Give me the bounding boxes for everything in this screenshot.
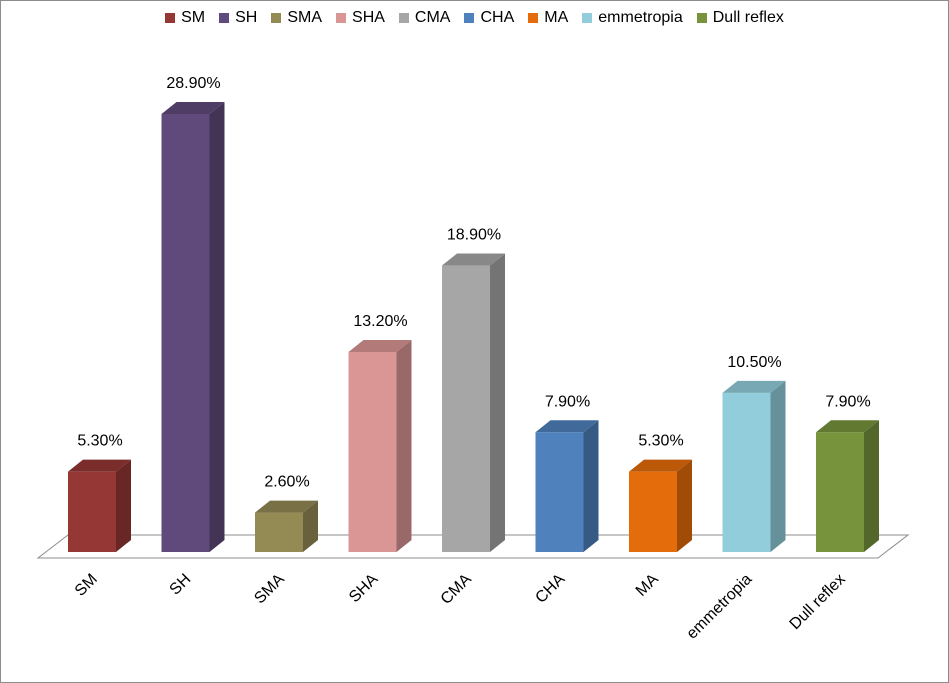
x-tick-label: SH — [167, 571, 195, 599]
x-tick-label: MA — [633, 571, 662, 600]
data-label: 7.90% — [545, 393, 590, 410]
legend-swatch — [696, 13, 707, 23]
bar-top — [816, 420, 879, 433]
bar-top — [442, 253, 505, 266]
data-label: 7.90% — [825, 393, 870, 410]
bar-side — [864, 420, 879, 552]
data-label: 28.90% — [166, 75, 220, 92]
bar-side — [770, 380, 786, 552]
legend-swatch — [219, 13, 230, 23]
bar-emmetropia — [722, 380, 786, 552]
bar-top — [535, 420, 599, 433]
data-label: 5.30% — [77, 433, 122, 450]
bar-sh — [161, 102, 225, 552]
legend-item-sma: SMA — [271, 9, 322, 27]
x-tick-label: CHA — [532, 571, 568, 607]
legend-item-cha: CHA — [464, 9, 514, 27]
legend-item-dull-reflex: Dull reflex — [696, 9, 784, 27]
data-label: 13.20% — [353, 313, 407, 330]
bar-front — [629, 471, 677, 552]
bar-dull-reflex — [816, 420, 879, 552]
legend-item-sha: SHA — [336, 9, 385, 27]
bar-front — [442, 265, 490, 552]
bar-side — [209, 102, 225, 552]
bar-cma — [442, 253, 505, 552]
legend-label: SHA — [352, 9, 385, 26]
bar-front — [816, 432, 864, 552]
legend-swatch — [398, 13, 409, 23]
bar-top — [68, 459, 131, 472]
bar-top — [161, 102, 225, 114]
bar-side — [583, 420, 599, 552]
bar-side — [677, 459, 692, 552]
x-tick-label: SHA — [346, 571, 382, 607]
bar-front — [255, 512, 303, 552]
legend-label: Dull reflex — [712, 9, 784, 26]
data-label: 10.50% — [727, 354, 781, 371]
data-label: 18.90% — [447, 227, 501, 244]
bar-sm — [68, 459, 131, 552]
legend-swatch — [464, 13, 475, 23]
legend-label: SMA — [287, 9, 323, 26]
legend-label: MA — [544, 9, 569, 26]
legend-swatch — [165, 13, 176, 23]
bar-side — [303, 500, 318, 552]
legend-swatch — [336, 13, 347, 23]
x-tick-label: emmetropia — [684, 571, 756, 643]
legend-swatch — [528, 13, 539, 23]
legend-item-cma: CMA — [398, 9, 451, 27]
x-tick-label: CMA — [438, 571, 475, 608]
bar-front — [161, 114, 210, 552]
legend-label: SH — [235, 9, 258, 26]
legend-label: SM — [181, 9, 206, 26]
bar-front — [68, 471, 116, 552]
legend-item-ma: MA — [528, 9, 568, 27]
bar-ma — [629, 459, 692, 552]
legend-swatch — [582, 13, 593, 23]
bar-top — [722, 380, 786, 393]
bar-top — [629, 459, 692, 472]
legend-label: CHA — [480, 9, 515, 26]
legend: SM SH SMA SHA CMA CHA MA emmetropia Dull reflex — [0, 6, 949, 30]
x-tick-label: SM — [72, 571, 101, 600]
bar-sma — [255, 500, 318, 552]
bar-cha — [535, 420, 599, 552]
legend-swatch — [271, 13, 282, 23]
legend-label: CMA — [414, 9, 451, 26]
legend-item-emmetropia: emmetropia — [582, 9, 683, 27]
legend-label: emmetropia — [598, 9, 683, 26]
bar-top — [255, 500, 318, 513]
bar-front — [535, 432, 584, 552]
legend-item-sm: SM — [165, 9, 205, 27]
bar-top — [348, 339, 412, 352]
x-tick-label: SMA — [251, 571, 288, 608]
bar-side — [396, 339, 412, 552]
bar-sha — [348, 339, 412, 552]
legend-item-sh: SH — [219, 9, 257, 27]
data-label: 2.60% — [264, 474, 309, 491]
x-tick-label: Dull reflex — [787, 571, 849, 633]
bar-front — [722, 392, 771, 552]
data-label: 5.30% — [638, 433, 683, 450]
bar-side — [490, 253, 505, 552]
bar-side — [116, 459, 131, 552]
bar-front — [348, 351, 397, 552]
